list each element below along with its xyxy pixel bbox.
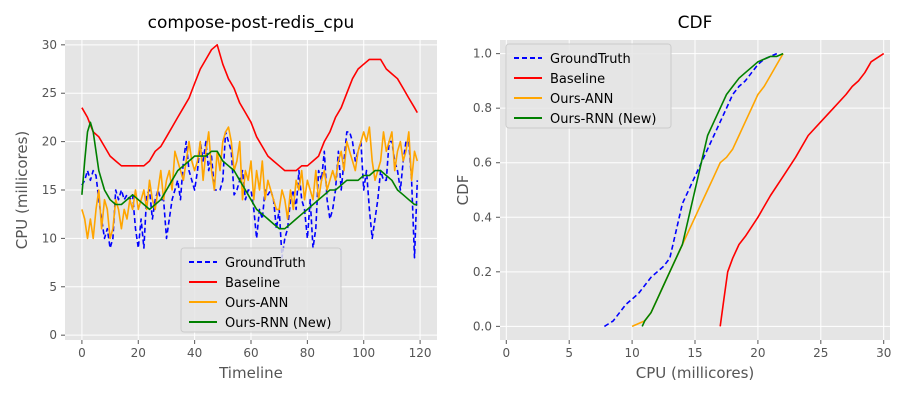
x-axis-title: Timeline <box>218 364 283 382</box>
x-tick-label: 60 <box>243 346 258 360</box>
y-tick-label: 30 <box>42 38 57 52</box>
y-tick-label: 25 <box>42 86 57 100</box>
x-tick-label: 30 <box>876 346 891 360</box>
legend: GroundTruth Baseline Ours-ANN Ours-RNN (New… <box>505 43 672 129</box>
legend: GroundTruth Baseline Ours-ANN Ours-RNN (New… <box>180 247 342 333</box>
x-tick-label: 0 <box>502 346 510 360</box>
x-tick-label: 40 <box>187 346 202 360</box>
x-tick-label: 100 <box>352 346 375 360</box>
y-tick-label: 0.2 <box>473 265 492 279</box>
y-axis-title: CDF <box>454 175 472 206</box>
x-tick-label: 0 <box>78 346 86 360</box>
x-tick-label: 10 <box>624 346 639 360</box>
series-line-ours-ann <box>81 126 419 240</box>
chart-title: CDF <box>678 13 713 33</box>
legend-label: Baseline <box>225 276 280 291</box>
legend-label: Ours-RNN (New) <box>550 112 656 127</box>
x-tick-label: 5 <box>565 346 573 360</box>
x-axis-title: CPU (millicores) <box>636 364 755 382</box>
x-tick-label: 15 <box>687 346 702 360</box>
legend-label: Ours-ANN <box>550 92 613 107</box>
x-tick-label: 20 <box>750 346 765 360</box>
y-tick-label: 0.4 <box>473 210 492 224</box>
y-tick-label: 0.0 <box>473 319 492 333</box>
series-line-baseline <box>81 43 418 172</box>
x-tick-label: 20 <box>131 346 146 360</box>
x-tick-label: 25 <box>813 346 828 360</box>
legend-label: Baseline <box>550 72 605 87</box>
cdf-chart: 0 5 10 15 20 25 30 0.0 0.2 0.4 0.6 0.8 1.0 CDF CPU (mi… <box>454 13 891 382</box>
y-tick-label: 10 <box>42 231 57 245</box>
series-line-groundtruth <box>603 52 778 328</box>
y-tick-label: 0 <box>49 328 57 342</box>
legend-box <box>180 247 342 333</box>
legend-box <box>505 43 672 129</box>
chart-title: compose-post-redis_cpu <box>148 13 355 33</box>
series-line-ours-rnn-new <box>641 52 784 327</box>
timeline-chart: 0 20 40 60 80 100 120 0 5 10 15 20 25 30 compose-post-… <box>13 13 437 382</box>
x-tick-label: 80 <box>300 346 315 360</box>
legend-label: GroundTruth <box>550 52 631 67</box>
legend-label: Ours-RNN (New) <box>225 316 331 331</box>
series-line-ours-rnn-new <box>81 121 418 230</box>
y-tick-label: 1.0 <box>473 47 492 61</box>
series-line-groundtruth <box>81 131 419 259</box>
y-axis-title: CPU (millicores) <box>13 131 31 250</box>
y-tick-label: 15 <box>42 183 57 197</box>
legend-label: GroundTruth <box>225 256 306 271</box>
series-line-baseline <box>719 52 885 327</box>
y-tick-label: 0.8 <box>473 101 492 115</box>
x-tick-label: 120 <box>409 346 432 360</box>
y-tick-label: 0.6 <box>473 156 492 170</box>
y-tick-label: 5 <box>49 280 57 294</box>
y-tick-label: 20 <box>42 135 57 149</box>
legend-label: Ours-ANN <box>225 296 288 311</box>
